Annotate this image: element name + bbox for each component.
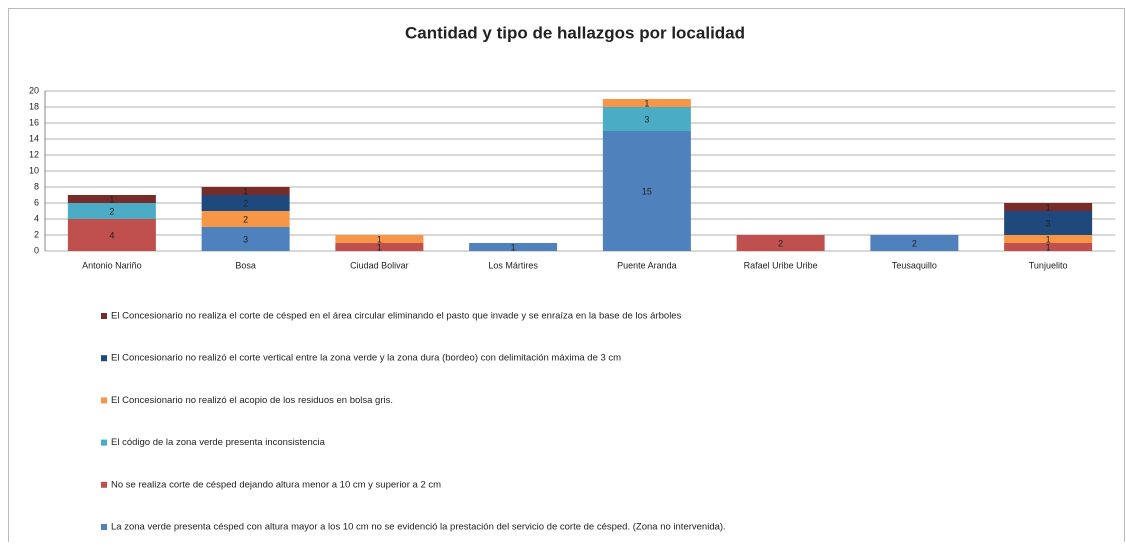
bar-segment (1004, 211, 1093, 235)
data-label: 1 (1046, 202, 1051, 212)
bar-segment (1004, 203, 1093, 211)
data-label: 3 (243, 234, 248, 244)
y-tick-label: 14 (29, 133, 39, 143)
chart-frame (8, 8, 1125, 547)
data-label: 2 (778, 238, 783, 248)
bar-segment (736, 235, 825, 251)
bar-segment (67, 195, 156, 203)
x-tick-label: Teusaquillo (892, 260, 937, 270)
data-label: 15 (642, 186, 652, 196)
data-label: 1 (243, 186, 248, 196)
bar-segment (469, 243, 558, 251)
data-label: 3 (1046, 218, 1051, 228)
data-label: 1 (109, 194, 114, 204)
data-label: 1 (1046, 234, 1051, 244)
legend-swatch (101, 524, 107, 530)
legend-label: El Concesionario no realiza el corte de … (111, 311, 682, 322)
data-label: 1 (1046, 242, 1051, 252)
y-tick-label: 2 (34, 229, 39, 239)
data-label: 2 (912, 238, 917, 248)
bar-segment (201, 187, 290, 195)
bar-segment (201, 211, 290, 227)
y-tick-label: 16 (29, 117, 39, 127)
legend-swatch (101, 481, 107, 488)
y-tick-label: 18 (29, 101, 39, 111)
y-tick-label: 0 (34, 245, 39, 255)
chart-title: Cantidad y tipo de hallazgos por localid… (405, 23, 745, 42)
y-tick-label: 20 (29, 85, 39, 95)
bar-segment (67, 219, 156, 251)
legend-label: El Concesionario no realizó el acopio de… (111, 395, 393, 406)
bar-segment (1004, 235, 1093, 243)
data-label: 2 (243, 198, 248, 208)
data-label: 1 (644, 98, 649, 108)
bar-segment (335, 243, 424, 251)
bar-segment (602, 99, 691, 107)
bar-segment (201, 227, 290, 251)
data-label: 1 (377, 234, 382, 244)
data-label: 1 (377, 242, 382, 252)
legend-label: El Concesionario no realizó el corte ver… (111, 353, 621, 364)
data-label: 3 (644, 114, 649, 124)
legend-swatch (101, 355, 107, 362)
legend-swatch (101, 439, 107, 446)
data-label: 4 (109, 230, 114, 240)
legend-label: La zona verde presenta césped con altura… (111, 522, 726, 533)
bar-segment (602, 131, 691, 251)
bar-segment (335, 235, 424, 243)
data-label: 1 (511, 242, 516, 252)
bar-segment (870, 235, 959, 251)
legend-label: El código de la zona verde presenta inco… (111, 437, 326, 448)
x-tick-label: Bosa (235, 260, 256, 270)
y-tick-label: 4 (34, 213, 39, 223)
data-label: 2 (243, 214, 248, 224)
x-tick-label: Los Mártires (488, 260, 538, 270)
y-tick-label: 6 (34, 197, 39, 207)
x-tick-label: Antonio Nariño (82, 260, 142, 270)
legend-swatch (101, 397, 107, 404)
x-tick-label: Puente Aranda (617, 260, 677, 270)
bar-segment (67, 203, 156, 219)
legend-swatch (101, 313, 107, 319)
y-tick-label: 8 (34, 181, 39, 191)
x-tick-label: Rafael Uribe Uribe (744, 260, 818, 270)
y-tick-label: 10 (29, 165, 39, 175)
bar-segment (1004, 243, 1093, 251)
bar-segment (201, 195, 290, 211)
bar-segment (602, 107, 691, 131)
x-tick-label: Tunjuelito (1029, 260, 1068, 270)
legend-label: No se realiza corte de césped dejando al… (111, 479, 441, 490)
x-tick-label: Ciudad Bolivar (350, 260, 409, 270)
y-tick-label: 12 (29, 149, 39, 159)
data-label: 2 (109, 206, 114, 216)
